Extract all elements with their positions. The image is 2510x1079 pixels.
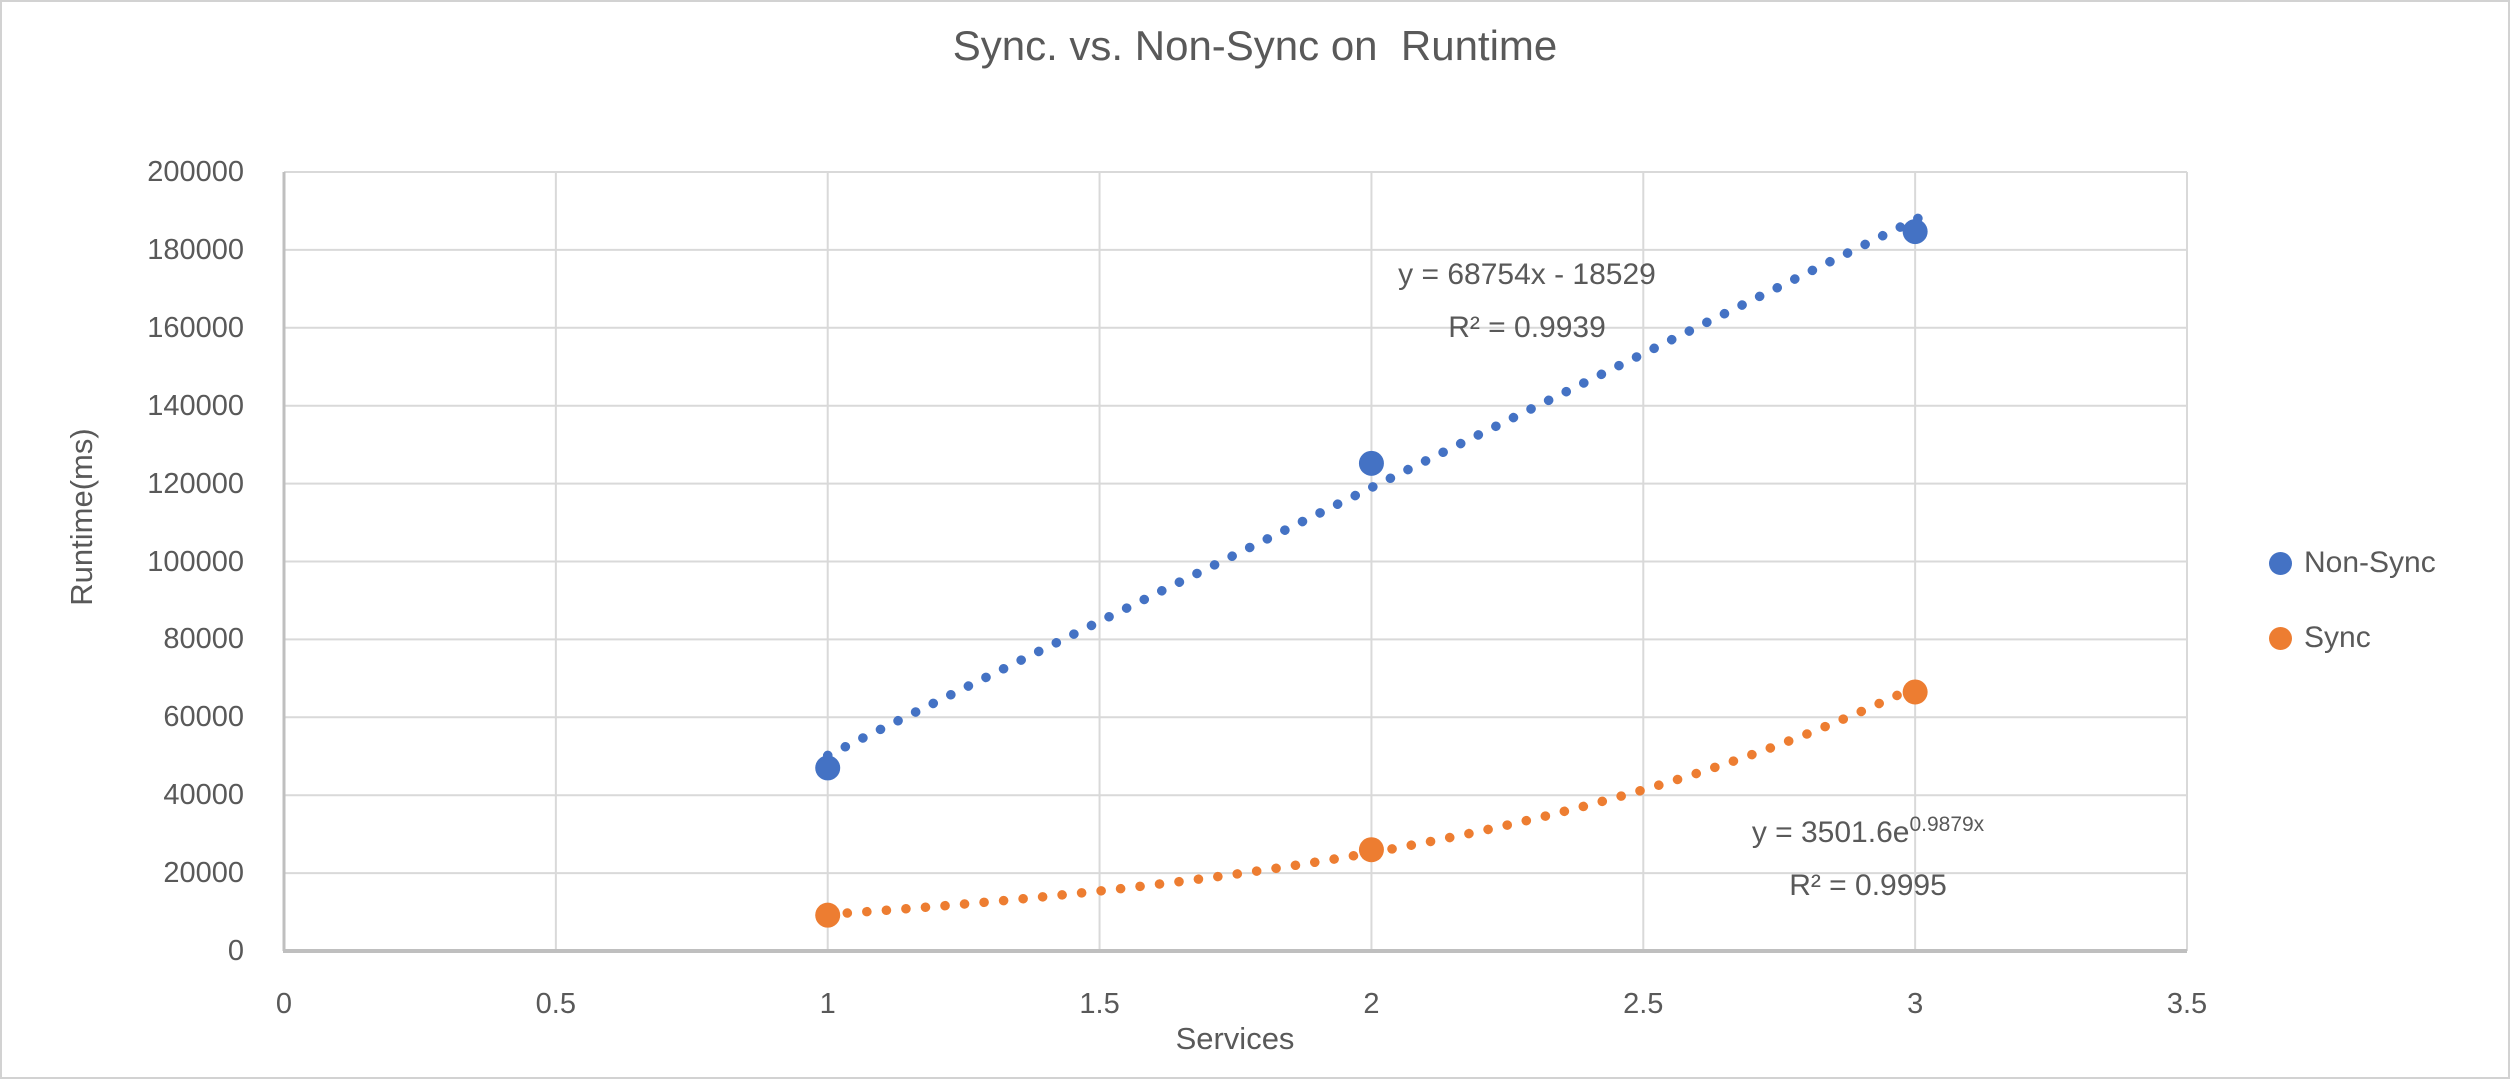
data-point-non-sync [815,755,841,781]
y-tick-label: 160000 [147,311,244,344]
y-tick-label: 60000 [163,701,244,734]
trendline-equation-text: y = 68754x - 18529 [1398,258,1656,291]
x-tick-label: 3 [1907,988,1924,1020]
data-point-non-sync [1358,450,1384,476]
x-tick-label: 2 [1363,988,1380,1020]
y-tick-label: 20000 [163,857,244,890]
data-point-sync [1902,679,1928,705]
chart-title: Sync. vs. Non-Sync on Runtime [952,22,1558,69]
trendline-equation-exponent: 0.9879x [1909,813,1985,836]
x-tick-label: 2.5 [1623,988,1664,1020]
legend-marker-icon [2269,551,2292,575]
legend-marker-icon [2269,626,2292,650]
legend-item-sync: Sync [2269,615,2436,661]
data-point-non-sync [1902,219,1928,245]
trendline-r2-text: R² = 0.9939 [1448,311,1606,344]
y-tick-label: 100000 [147,545,244,578]
y-tick-label: 0 [227,935,244,967]
data-point-sync [815,902,841,928]
legend-item-label: Non-Sync [2304,546,2436,579]
legend-item-label: Sync [2304,621,2371,654]
y-axis-title: Runtime(ms) [64,428,99,606]
x-tick-label: 0 [275,988,293,1020]
x-tick-label: 3.5 [2166,988,2208,1020]
legend-item-non-sync: Non-Sync [2269,540,2436,586]
y-tick-label: 200000 [147,156,244,188]
x-tick-label: 1 [819,988,836,1020]
y-tick-label: 40000 [163,779,244,812]
data-point-sync [1358,837,1384,863]
trendline-equation-non-sync: y = 68754x - 18529 R² = 0.9939 [1398,248,1656,354]
x-axis-title: Services [1175,1021,1295,1056]
trendline-equation-sync: y = 3501.6e0.9879x R² = 0.9995 [1752,798,1984,912]
legend: Non-Sync Sync [2269,540,2436,661]
trendline-non-sync [822,209,1931,761]
x-tick-label: 1.5 [1079,988,1120,1020]
x-tick-label: 0.5 [535,988,577,1020]
trendline-r2-text: R² = 0.9995 [1789,869,1947,902]
y-tick-label: 180000 [147,233,244,266]
y-tick-label: 140000 [147,389,244,422]
trendline-equation-text: y = 3501.6e0.9879x [1751,813,1985,849]
y-tick-label: 80000 [163,623,244,656]
y-tick-label: 120000 [147,467,244,500]
